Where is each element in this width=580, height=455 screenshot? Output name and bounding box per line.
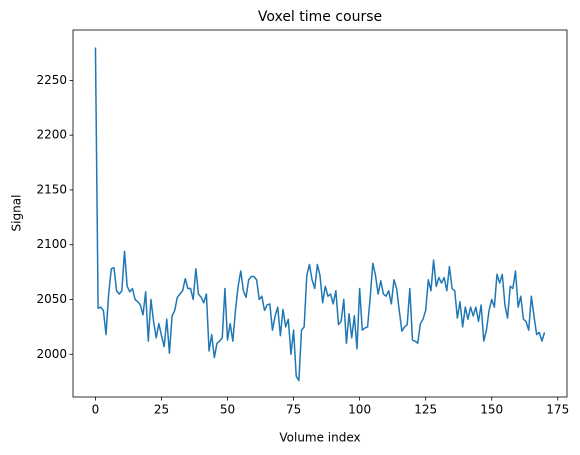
chart-title: Voxel time course bbox=[258, 9, 382, 25]
x-tick-label: 100 bbox=[348, 403, 371, 417]
x-axis-label: Volume index bbox=[279, 431, 360, 445]
y-tick-label: 2100 bbox=[36, 237, 67, 251]
y-tick-label: 2050 bbox=[36, 292, 67, 306]
y-tick-label: 2000 bbox=[36, 347, 67, 361]
x-tick-label: 75 bbox=[286, 403, 301, 417]
y-axis-label: Signal bbox=[10, 195, 24, 232]
plot-frame bbox=[72, 29, 568, 398]
data-line bbox=[94, 47, 546, 382]
x-tick-label: 25 bbox=[154, 403, 169, 417]
y-tick-label: 2250 bbox=[36, 73, 67, 87]
x-tick-label: 150 bbox=[480, 403, 503, 417]
x-tick-label: 50 bbox=[220, 403, 235, 417]
x-tick-label: 175 bbox=[546, 403, 569, 417]
y-tick-label: 2150 bbox=[36, 182, 67, 196]
x-tick-label: 125 bbox=[414, 403, 437, 417]
y-tick-label: 2200 bbox=[36, 128, 67, 142]
x-tick-label: 0 bbox=[92, 403, 100, 417]
